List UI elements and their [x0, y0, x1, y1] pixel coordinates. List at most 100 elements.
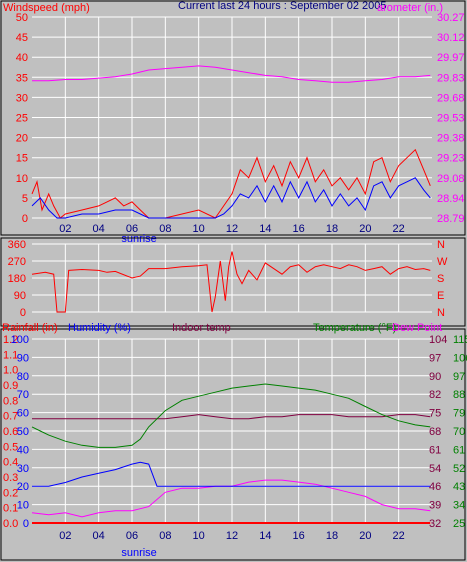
barometer-tick-label: 28.79 [437, 213, 465, 225]
rainfall-axis-label: Rainfall (in) [2, 322, 58, 334]
panel-wind-x-ticks: 02 04 06 08 10 12 14 16 18 20 22 [59, 223, 405, 235]
rainfall-tick-label: 0.2 [3, 487, 18, 499]
rainfall-tick-label: 0.5 [3, 441, 18, 453]
barometer-tick-label: 29.83 [437, 72, 465, 84]
windspeed-tick-label: 35 [16, 72, 28, 84]
panel-direction-grid [32, 243, 432, 313]
humidity-tick-label: 70 [17, 389, 29, 401]
hour-tick-label: 02 [59, 530, 71, 542]
windspeed-tick-label: 5 [22, 193, 28, 205]
panel-temperature-grid [32, 338, 432, 524]
rainfall-tick-label: 0.6 [3, 426, 18, 438]
temperature-tick-label: 34 [453, 500, 465, 512]
barometer-tick-label: 29.97 [437, 52, 465, 64]
indoor-temp-tick-label: 61 [429, 444, 441, 456]
windspeed-tick-label: 45 [16, 32, 28, 44]
direction-compass-label: N [437, 307, 445, 319]
indoor-temp-tick-label: 32 [429, 518, 441, 530]
temperature-tick-label: 97 [453, 371, 465, 383]
dew-point-series-line [31, 479, 431, 518]
windspeed-tick-label: 40 [16, 52, 28, 64]
windspeed-tick-label: 15 [16, 153, 28, 165]
direction-degree-ticks: 0 90 180 270 360 [8, 239, 26, 319]
sunrise-label: sunrise [121, 233, 156, 245]
rainfall-tick-label: 0.9 [3, 380, 18, 392]
barometer-tick-label: 29.38 [437, 133, 465, 145]
humidity-tick-label: 80 [17, 371, 29, 383]
sunrise-label: sunrise [121, 547, 156, 559]
hour-tick-label: 10 [193, 223, 205, 235]
humidity-series-line [32, 461, 431, 487]
indoor-temp-tick-label: 46 [429, 481, 441, 493]
rainfall-tick-label: 1.0 [3, 365, 18, 377]
direction-degree-label: 0 [20, 307, 26, 319]
temperature-tick-label: 79 [453, 408, 465, 420]
hour-tick-label: 18 [326, 223, 338, 235]
barometer-axis-label: arometer (in.) [377, 2, 443, 14]
panel-temperature-frame [0, 328, 466, 561]
hour-tick-label: 04 [93, 530, 105, 542]
indoor-temp-tick-label: 68 [429, 426, 441, 438]
panel-wind-grid [32, 16, 432, 219]
windspeed-tick-label: 25 [16, 113, 28, 125]
temperature-tick-label: 25 [453, 518, 465, 530]
chart-title: Current last 24 hours : September 02 200… [178, 0, 387, 12]
direction-degree-label: 90 [14, 290, 26, 302]
humidity-tick-label: 100 [11, 334, 29, 346]
panel-wind-frame [0, 0, 466, 236]
humidity-tick-label: 10 [17, 500, 29, 512]
indoor-temp-axis-ticks: 32 39 46 54 61 68 75 82 90 97 104 [429, 334, 447, 530]
hour-tick-label: 06 [126, 223, 138, 235]
barometer-tick-label: 28.94 [437, 193, 465, 205]
wind-average-series-line [31, 177, 431, 219]
temperature-tick-label: 88 [453, 389, 465, 401]
wind-direction-series-line [31, 251, 431, 313]
rainfall-tick-label: 0.1 [3, 503, 18, 515]
hour-tick-label: 22 [393, 223, 405, 235]
windspeed-tick-label: 20 [16, 133, 28, 145]
barometer-series-line [32, 65, 431, 83]
humidity-tick-label: 60 [17, 408, 29, 420]
panel-direction-frame [0, 237, 466, 327]
humidity-tick-label: 50 [17, 426, 29, 438]
indoor-temp-tick-label: 97 [429, 352, 441, 364]
indoor-temp-series-line [32, 414, 431, 420]
hour-tick-label: 12 [226, 530, 238, 542]
hour-tick-label: 04 [93, 223, 105, 235]
hour-tick-label: 20 [359, 530, 371, 542]
hour-tick-label: 08 [159, 530, 171, 542]
direction-compass-label: E [437, 290, 444, 302]
indoor-temp-tick-label: 75 [429, 408, 441, 420]
windspeed-axis-ticks: 0 5 10 15 20 25 30 35 40 45 50 [16, 12, 28, 225]
hour-tick-label: 14 [259, 223, 271, 235]
temperature-axis-label: Temperature (°F) [313, 322, 396, 334]
hour-tick-label: 20 [359, 223, 371, 235]
direction-degree-label: 360 [8, 239, 26, 251]
temperature-tick-label: 43 [453, 481, 465, 493]
hour-tick-label: 14 [259, 530, 271, 542]
hour-tick-label: 16 [293, 223, 305, 235]
windspeed-tick-label: 0 [22, 213, 28, 225]
direction-degree-label: 270 [8, 256, 26, 268]
humidity-axis-ticks: 0 10 20 30 40 50 60 70 80 90 100 [11, 334, 29, 530]
windspeed-tick-label: 50 [16, 12, 28, 24]
indoor-temp-tick-label: 104 [429, 334, 447, 346]
hour-tick-label: 02 [59, 223, 71, 235]
dew-point-axis-label: Dew Point [392, 322, 442, 334]
temperature-tick-label: 106 [453, 352, 467, 364]
barometer-axis-ticks: 28.79 28.94 29.08 29.23 29.38 29.53 29.68 29.83… [437, 12, 465, 225]
temperature-series-line [31, 383, 431, 448]
rainfall-tick-label: 1.2 [3, 334, 18, 346]
barometer-tick-label: 30.12 [437, 32, 465, 44]
temperature-tick-label: 70 [453, 426, 465, 438]
humidity-tick-label: 40 [17, 444, 29, 456]
temperature-axis-ticks: 25 34 43 52 61 70 79 88 97 106 115 [453, 334, 467, 530]
humidity-tick-label: 30 [17, 463, 29, 475]
wind-gust-series-line [31, 148, 431, 219]
barometer-tick-label: 29.23 [437, 153, 465, 165]
hour-tick-label: 18 [326, 530, 338, 542]
temperature-tick-label: 61 [453, 444, 465, 456]
temperature-tick-label: 115 [453, 334, 467, 346]
